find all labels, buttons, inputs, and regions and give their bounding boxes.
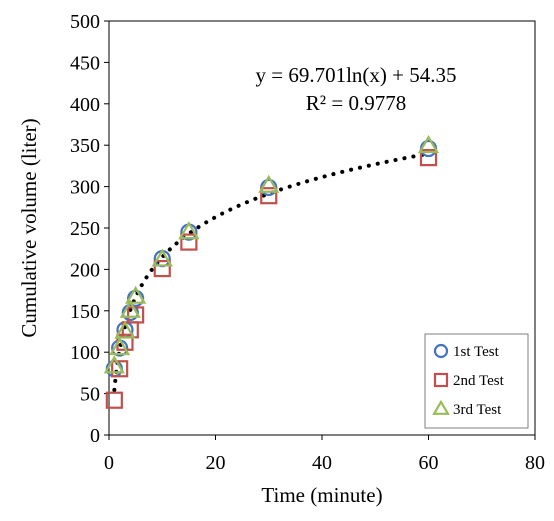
legend-label-3: 3rd Test	[453, 402, 502, 418]
series-3-point	[103, 355, 125, 374]
y-tick-label: 100	[70, 342, 100, 364]
trendline-equation: y = 69.701ln(x) + 54.35	[255, 63, 456, 87]
y-tick-label: 200	[70, 259, 100, 281]
x-tick-label: 0	[104, 452, 114, 474]
x-tick-label: 20	[206, 452, 226, 474]
series-3-point	[178, 221, 200, 240]
series-2-point	[105, 391, 123, 409]
series-3-point	[258, 174, 280, 193]
series-2-point	[127, 306, 145, 324]
legend-marker-1	[433, 343, 449, 359]
series-1-point	[127, 289, 145, 307]
series-3-point	[151, 248, 173, 267]
series-2-point	[153, 259, 171, 278]
y-tick-label: 350	[70, 135, 100, 157]
x-tick-label: 80	[525, 452, 545, 474]
series-2-point	[111, 360, 129, 378]
y-tick-label: 0	[90, 425, 100, 447]
x-axis-title: Time (minute)	[261, 483, 382, 507]
x-tick-label: 60	[419, 452, 439, 474]
legend-marker-2	[433, 372, 449, 388]
x-tick-label: 40	[312, 452, 332, 474]
y-tick-label: 50	[80, 384, 100, 406]
x-axis-ticks: 0 20 40 60 80	[104, 435, 545, 474]
trendline-r-squared: R² = 0.9778	[306, 91, 406, 115]
series-3-point	[119, 299, 141, 318]
series-3-point	[114, 320, 136, 339]
y-tick-label: 250	[70, 218, 100, 240]
series-3-point	[109, 337, 131, 356]
series-2-point	[419, 149, 438, 167]
series-3-point	[417, 135, 440, 154]
y-tick-label: 150	[70, 301, 100, 323]
series-2-point	[260, 187, 278, 205]
series-2-point	[180, 233, 198, 251]
y-tick-label: 300	[70, 177, 100, 199]
legend: 1st Test 2nd Test 3rd Test	[424, 333, 529, 429]
y-tick-label: 400	[70, 94, 100, 116]
legend-marker-3	[432, 399, 450, 415]
legend-box	[424, 333, 529, 429]
y-axis-ticks: 0 50 100 150 200 250 300 350 400 450 500	[70, 11, 109, 447]
y-axis-title: Cumulative volume (liter)	[17, 118, 41, 337]
legend-label-1: 1st Test	[453, 344, 500, 360]
series-3-point	[125, 285, 147, 304]
data-markers	[103, 135, 440, 409]
y-tick-label: 500	[70, 11, 100, 33]
y-tick-label: 450	[70, 52, 100, 74]
legend-label-2: 2nd Test	[453, 373, 505, 389]
